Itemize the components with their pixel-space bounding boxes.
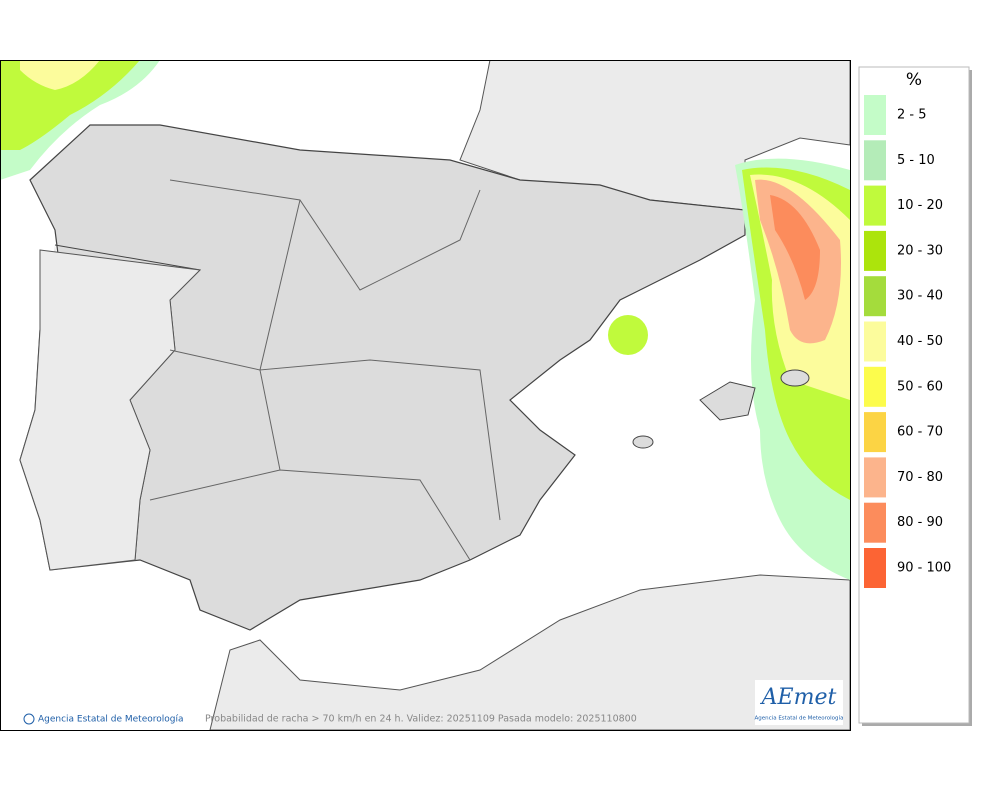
island: [780, 369, 810, 387]
legend-swatch: [864, 457, 886, 498]
legend-label: 50 - 60: [897, 379, 943, 394]
prob-area: [608, 315, 648, 355]
prob-area: [770, 195, 820, 300]
legend-label: 20 - 30: [897, 243, 943, 258]
prob-area: [0, 60, 140, 150]
legend-label: 10 - 20: [897, 198, 943, 213]
logo-subtitle: Agencia Estatal de Meteorología: [755, 715, 844, 722]
legend-label: 70 - 80: [897, 470, 943, 485]
logo-box: [755, 680, 843, 725]
legend-swatch: [864, 95, 886, 135]
legend-label: 90 - 100: [897, 561, 951, 576]
logo-text: AEmet: [760, 685, 837, 710]
island: [632, 435, 654, 449]
legend-swatch: [864, 230, 886, 271]
legend-label: 5 - 10: [897, 153, 935, 168]
prob-area: [20, 60, 100, 90]
legend-swatch: [864, 276, 886, 317]
legend-swatch: [864, 366, 886, 407]
copyright-icon: [23, 713, 35, 725]
legend-swatch: [864, 321, 886, 362]
legend-label: 80 - 90: [897, 515, 943, 530]
legend-swatch: [864, 502, 886, 543]
portugal: [19, 249, 202, 571]
credit: Agencia Estatal de Meteorología: [38, 715, 184, 725]
legend-label: 30 - 40: [897, 289, 943, 304]
legend-swatch: [864, 412, 886, 453]
land: [209, 574, 850, 730]
legend-label: 60 - 70: [897, 425, 943, 440]
legend-label: 2 - 5: [897, 108, 927, 123]
caption: Probabilidad de racha > 70 km/h en 24 h.…: [205, 714, 637, 725]
island: [699, 381, 756, 421]
legend-label: 40 - 50: [897, 334, 943, 349]
legend-title: %: [906, 70, 922, 90]
legend-swatch: [864, 140, 886, 181]
region-border: [149, 179, 501, 561]
legend-swatch: [864, 185, 886, 226]
legend-swatch: [864, 548, 886, 588]
map-frame: [0, 60, 851, 731]
